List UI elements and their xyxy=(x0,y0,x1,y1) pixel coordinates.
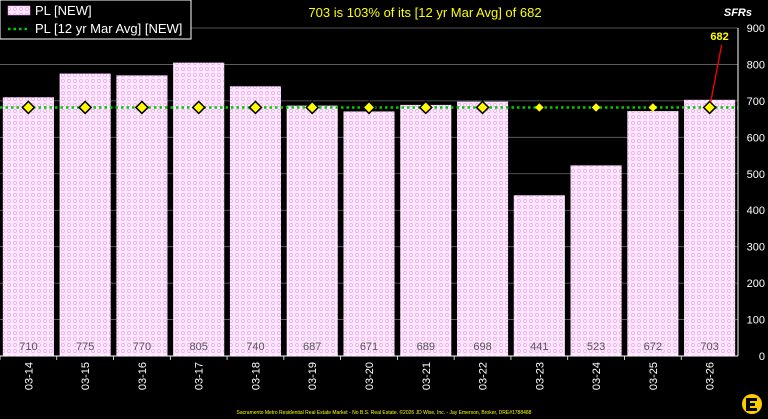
y-tick-label: 400 xyxy=(747,205,765,217)
y-tick-label: 100 xyxy=(747,315,765,327)
bar xyxy=(287,106,338,356)
bar xyxy=(400,105,451,356)
y-tick-label: 0 xyxy=(759,351,765,363)
y-tick-label: 300 xyxy=(747,242,765,254)
y-tick-label: 800 xyxy=(747,59,765,71)
bar-value-label: 740 xyxy=(246,341,264,353)
x-tick-label: 03-20 xyxy=(364,362,376,390)
legend-bar-swatch xyxy=(8,6,30,15)
unit-label: SFRs xyxy=(724,7,752,19)
x-tick-label: 03-16 xyxy=(137,362,149,390)
bar xyxy=(684,100,735,356)
bar xyxy=(116,75,167,356)
chart-title: 703 is 103% of its [12 yr Mar Avg] of 68… xyxy=(308,5,541,20)
x-tick-label: 03-17 xyxy=(194,362,206,390)
annotation-label: 682 xyxy=(710,31,728,43)
x-tick-label: 03-25 xyxy=(648,362,660,390)
bar xyxy=(230,86,281,356)
bar-value-label: 689 xyxy=(417,341,435,353)
legend: PL [NEW] PL [12 yr Mar Avg] [NEW] xyxy=(0,0,191,39)
bar xyxy=(60,74,111,356)
bar-value-label: 523 xyxy=(587,341,605,353)
bar-value-label: 703 xyxy=(700,341,718,353)
x-tick-label: 03-21 xyxy=(421,362,433,390)
bar-value-label: 770 xyxy=(133,341,151,353)
x-tick-label: 03-14 xyxy=(23,362,35,390)
bar xyxy=(514,195,565,356)
bar-value-label: 775 xyxy=(76,341,94,353)
bar-value-label: 687 xyxy=(303,341,321,353)
bar xyxy=(343,111,394,356)
y-tick-label: 900 xyxy=(747,23,765,35)
y-tick-label: 200 xyxy=(747,278,765,290)
bar xyxy=(457,102,508,356)
x-tick-label: 03-22 xyxy=(478,362,490,390)
x-tick-label: 03-15 xyxy=(80,362,92,390)
legend-label-line: PL [12 yr Mar Avg] [NEW] xyxy=(35,21,182,36)
bar-value-label: 805 xyxy=(190,341,208,353)
bar-value-label: 698 xyxy=(473,341,491,353)
bar-value-label: 671 xyxy=(360,341,378,353)
y-tick-label: 600 xyxy=(747,132,765,144)
bar-value-label: 672 xyxy=(644,341,662,353)
x-tick-label: 03-18 xyxy=(250,362,262,390)
legend-label-bar: PL [NEW] xyxy=(35,3,92,18)
y-tick-label: 500 xyxy=(747,169,765,181)
footer-credit: Sacramento Metro Residential Real Estate… xyxy=(237,409,532,416)
logo xyxy=(742,394,762,414)
bar xyxy=(3,97,54,356)
bar xyxy=(627,111,678,356)
x-tick-label: 03-19 xyxy=(307,362,319,390)
x-tick-label: 03-23 xyxy=(534,362,546,390)
x-tick-label: 03-24 xyxy=(591,362,603,390)
y-tick-label: 700 xyxy=(747,96,765,108)
bar xyxy=(571,165,622,356)
x-tick-label: 03-26 xyxy=(705,362,717,390)
bar-value-label: 710 xyxy=(19,341,37,353)
bar-value-label: 441 xyxy=(530,341,548,353)
